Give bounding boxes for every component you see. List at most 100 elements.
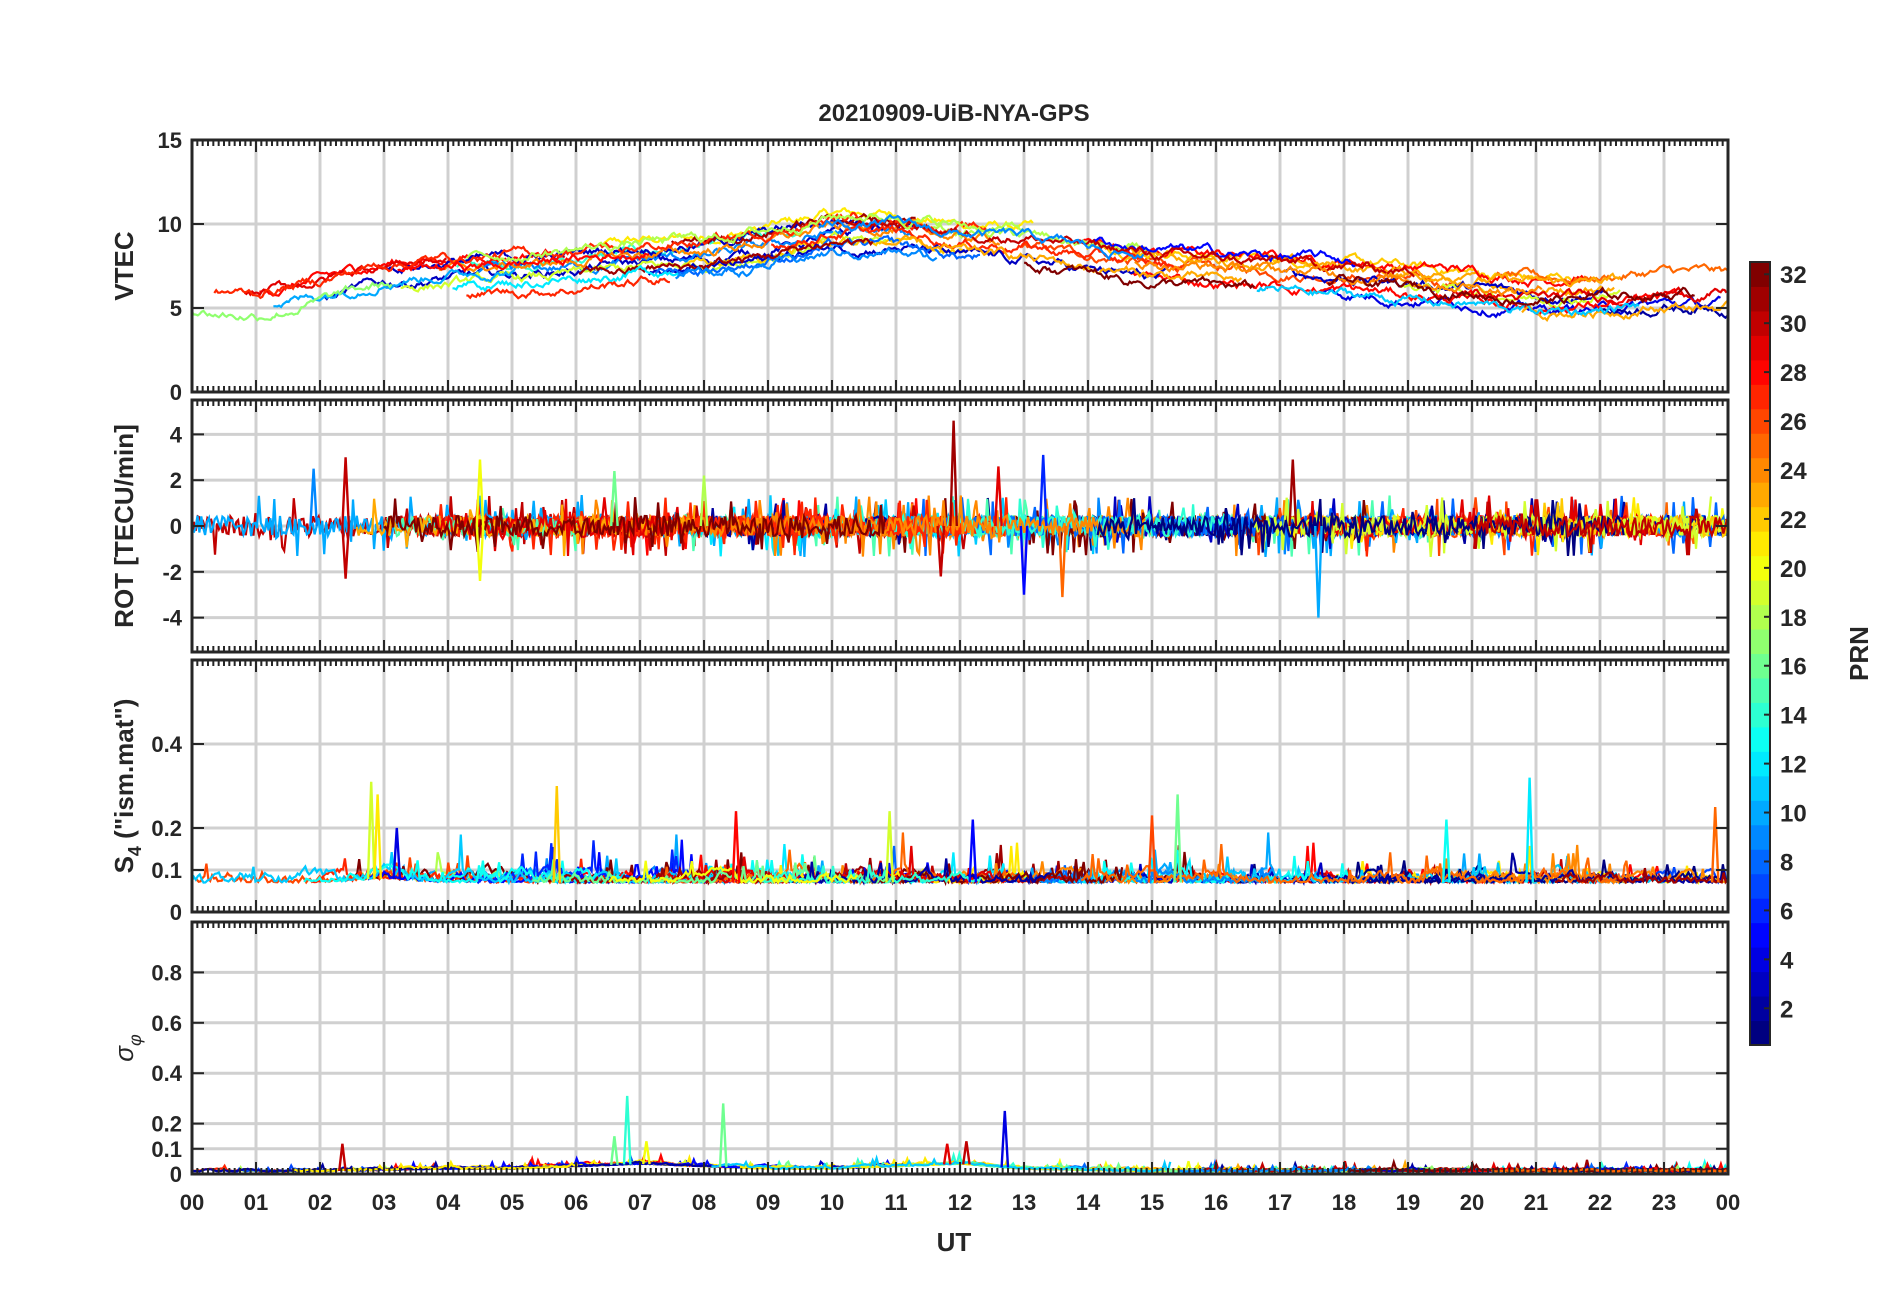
prn-trace [818,213,1145,261]
spike-trace [949,420,958,527]
spike-trace [552,785,562,883]
colorbar-tick-label: 24 [1780,458,1807,485]
y-tick-label: 15 [158,128,182,153]
y-tick-label: 0 [170,900,182,925]
colorbar-segment [1750,947,1770,973]
panel-rot: -4 -2 0 2 4 ROT [TECU/min] [109,398,1730,654]
colorbar-segment [1750,996,1770,1022]
x-tick-label: 00 [180,1190,204,1215]
y-axis-label: VTEC [109,231,139,301]
y-tick-label: 0.2 [151,816,182,841]
colorbar-segment [1750,531,1770,557]
colorbar-segment [1750,653,1770,679]
colorbar-tick-label: 32 [1780,262,1807,289]
prn-trace [881,234,1243,283]
x-tick-label: 14 [1076,1190,1101,1215]
x-tick-label: 11 [884,1190,907,1215]
prn-trace [400,230,887,293]
prn-trace [578,237,874,276]
spike-trace [1019,525,1029,595]
y-tick-label: 0 [170,380,182,405]
y-tick-label: 4 [170,422,183,447]
colorbar-segment [1750,677,1770,703]
spike-trace [968,819,978,883]
prn-trace [383,497,886,553]
colorbar-tick-label: 4 [1780,947,1794,974]
y-tick-label: 10 [158,212,182,237]
x-tick-label: 21 [1524,1190,1548,1215]
colorbar-tick-label: 26 [1780,409,1807,436]
x-tick-label: 09 [756,1190,780,1215]
colorbar-segment [1750,604,1770,630]
y-tick-label: 0.4 [151,1061,182,1086]
spike-trace [699,475,709,527]
traces [192,777,1728,887]
spike-trace [1058,525,1067,598]
panel-vtec: 0 5 10 15 VTEC [109,128,1730,405]
colorbar-segment [1750,359,1770,385]
spike-trace [936,525,946,577]
prn-trace [192,281,393,322]
prn-trace [1496,263,1728,285]
spike-trace [338,1143,347,1172]
y-tick-label: 0.4 [151,732,182,757]
spike-trace [942,1143,952,1165]
spike-trace [341,525,350,579]
prn-trace [192,1160,713,1173]
x-tick-label: 12 [948,1190,972,1215]
x-tick-label: 00 [1716,1190,1740,1215]
spike-trace [610,1136,619,1166]
spike-trace [731,811,741,883]
x-tick-label: 17 [1268,1190,1292,1215]
y-tick-label: 0.1 [151,1137,182,1162]
colorbar-tick-label: 16 [1780,654,1807,681]
colorbar-segment [1750,286,1770,312]
x-tick-label: 18 [1332,1190,1356,1215]
colorbar-tick-label: 14 [1780,703,1807,730]
prn-trace [1080,844,1632,885]
prn-trace [1085,240,1622,288]
y-tick-label: -4 [162,606,182,631]
colorbar-tick-label: 18 [1780,605,1807,632]
spike-trace [962,1141,971,1165]
y-tick-label: 5 [170,296,182,321]
prn-trace [465,212,1025,264]
spike-trace [1288,459,1298,527]
spike-trace [622,1095,632,1165]
y-tick-label: 2 [170,468,182,493]
colorbar-segment [1750,971,1770,997]
spike-trace [373,794,382,879]
colorbar-segment [1750,482,1770,508]
spike-trace [475,459,485,527]
y-axis-label: σφ [109,1034,145,1062]
colorbar-tick-label: 20 [1780,556,1807,583]
colorbar-tick-label: 10 [1780,801,1807,828]
spike-trace [1314,525,1323,618]
spike-trace [1525,777,1534,883]
spike-trace [1147,815,1157,883]
prn-trace [1595,303,1728,320]
colorbar-segment [1750,873,1770,899]
spike-trace [366,781,376,880]
x-tick-labels: 00 01 02 03 04 05 06 07 08 09 10 11 12 13 14 15 16 17 18 19… [180,1190,1740,1215]
colorbar-segment [1750,849,1770,875]
x-tick-label: 16 [1204,1190,1228,1215]
colorbar-segment [1750,1020,1770,1046]
prn-trace [303,860,620,885]
x-axis-label: UT [937,1227,972,1257]
prn-trace [654,234,981,278]
x-tick-label: 01 [244,1190,268,1215]
colorbar-tick-label: 12 [1780,752,1807,779]
spike-trace [1710,806,1720,883]
prn-trace [1554,867,1728,885]
colorbar-tick-label: 30 [1780,311,1807,338]
x-tick-label: 15 [1140,1190,1164,1215]
prn-trace [1468,499,1728,556]
colorbar-segment [1750,384,1770,410]
colorbar-segment [1750,310,1770,336]
spike-trace [309,468,318,527]
spike-trace [1000,1110,1010,1168]
